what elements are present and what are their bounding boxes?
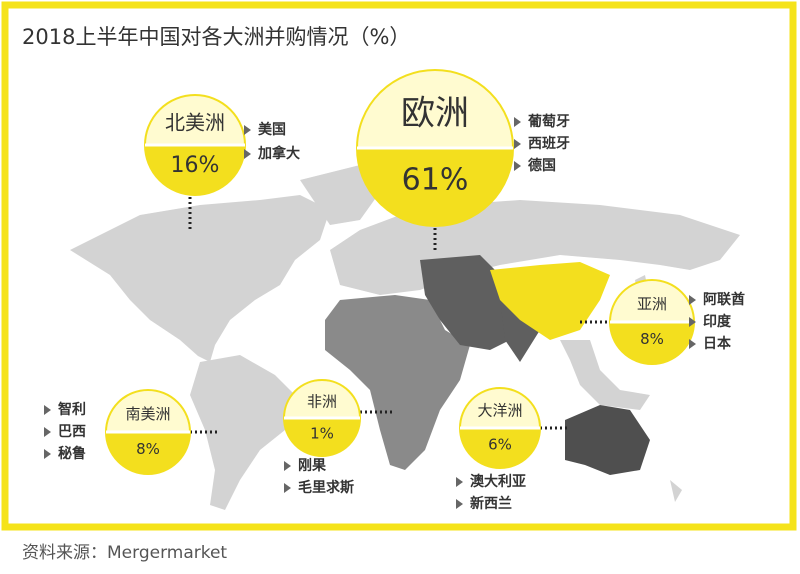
region-name: 大洋洲 (477, 402, 522, 420)
country: 澳大利亚 (470, 473, 526, 490)
bullet (44, 449, 51, 459)
country: 阿联酋 (703, 291, 745, 308)
bullet (514, 117, 521, 127)
bubble-lower (106, 432, 190, 474)
region-percent: 8% (640, 330, 664, 348)
north-america (70, 195, 330, 362)
country: 毛里求斯 (298, 479, 354, 496)
africa (325, 295, 470, 470)
title: 2018上半年中国对各大洲并购情况（%） (22, 25, 410, 49)
bullet (689, 317, 696, 327)
region-percent: 6% (488, 435, 512, 453)
south-america (190, 355, 295, 510)
region-name: 欧洲 (401, 94, 469, 134)
bubble-lower (610, 322, 694, 364)
country: 刚果 (298, 458, 327, 474)
country: 日本 (703, 335, 732, 352)
bullet (456, 499, 463, 509)
bubble-lower (284, 418, 360, 456)
country: 智利 (57, 401, 86, 418)
bubble-lower (460, 428, 540, 468)
country: 秘鲁 (58, 445, 86, 462)
bullet (689, 339, 696, 349)
southeast-asia (560, 340, 650, 410)
region-percent: 61% (402, 162, 469, 197)
bullet (284, 483, 291, 493)
region-name: 亚洲 (637, 295, 667, 313)
bullet (44, 427, 51, 437)
bubble-lower (145, 145, 245, 195)
country: 美国 (258, 121, 286, 138)
country: 新西兰 (470, 495, 512, 512)
region-percent: 8% (136, 440, 160, 458)
country: 葡萄牙 (527, 113, 570, 130)
country: 印度 (703, 313, 732, 330)
country: 德国 (528, 157, 556, 174)
new-zealand (670, 480, 682, 502)
bubble-lower (357, 148, 513, 226)
region-percent: 16% (171, 153, 220, 178)
bullet (456, 477, 463, 487)
australia (565, 405, 650, 475)
region-name: 南美洲 (125, 405, 170, 423)
region-percent: 1% (310, 424, 334, 442)
country: 西班牙 (528, 135, 570, 152)
bullet (44, 405, 51, 415)
bullet (244, 149, 251, 159)
country: 巴西 (58, 424, 86, 440)
region-name: 非洲 (307, 393, 337, 411)
bullet (689, 295, 696, 305)
source: 资料来源：Mergermarket (22, 543, 227, 563)
bullet (284, 461, 291, 471)
region-name: 北美洲 (165, 111, 225, 135)
country: 加拿大 (257, 145, 300, 162)
bullet (244, 125, 251, 135)
bullet (514, 161, 521, 171)
bullet (514, 139, 521, 149)
